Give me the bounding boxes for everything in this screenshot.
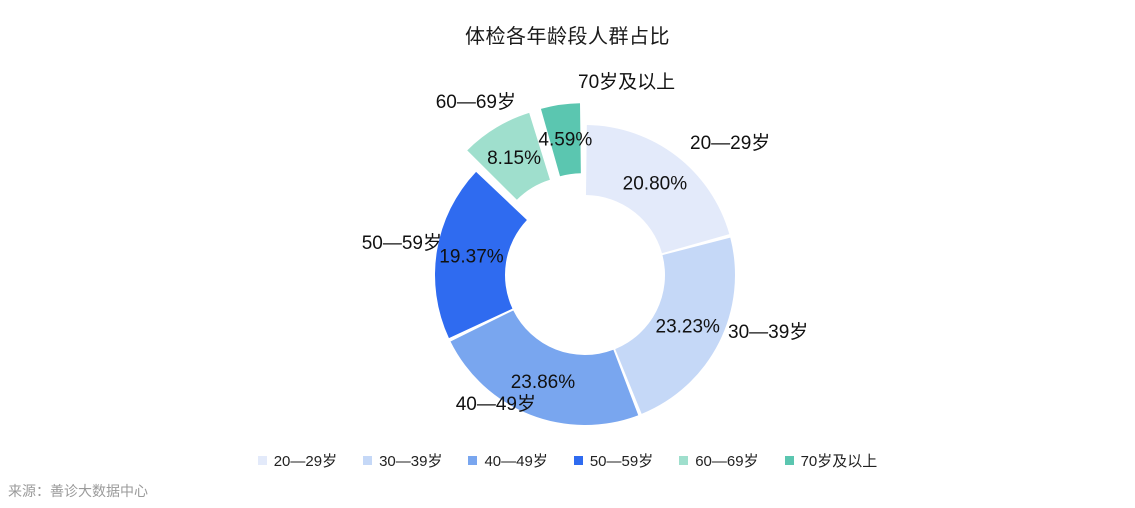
legend-swatch-icon <box>257 456 267 465</box>
slice-category-label: 70岁及以上 <box>578 71 675 93</box>
legend-item-label: 30—39岁 <box>379 453 443 470</box>
slice-category-label: 60—69岁 <box>436 91 516 113</box>
legend-swatch-icon <box>679 456 689 465</box>
slice-category-label: 30—39岁 <box>728 321 808 343</box>
legend-item-label: 40—49岁 <box>484 453 548 470</box>
donut-slice[interactable] <box>615 237 735 414</box>
donut-slice[interactable] <box>585 125 730 254</box>
slice-category-label: 20—29岁 <box>690 132 770 154</box>
donut-slice[interactable] <box>435 171 527 339</box>
legend-item[interactable]: 70岁及以上 <box>784 450 878 471</box>
slice-value-label: 23.23% <box>656 317 721 338</box>
page-title: 体检各年龄段人群占比 <box>465 26 670 48</box>
legend-item[interactable]: 30—39岁 <box>363 450 442 471</box>
slice-category-label: 50—59岁 <box>362 232 442 254</box>
legend-item[interactable]: 50—59岁 <box>573 450 654 471</box>
slice-value-label: 4.59% <box>538 129 592 150</box>
legend-item-label: 20—29岁 <box>273 453 338 470</box>
legend-item-label: 70岁及以上 <box>800 453 878 470</box>
legend-item[interactable]: 60—69岁 <box>679 450 759 471</box>
slice-value-label: 19.37% <box>439 246 504 267</box>
source-note: 来源：善诊大数据中心 <box>8 483 148 499</box>
slice-value-label: 23.86% <box>511 372 576 393</box>
slice-value-label: 8.15% <box>487 148 541 169</box>
donut-slices <box>435 103 735 425</box>
slice-category-label: 40—49岁 <box>456 393 536 415</box>
donut-category-labels: 20—29岁 30—39岁 40—49岁 50—59岁 60—69岁 70岁及以上 <box>362 71 809 415</box>
donut-value-labels: 20.80% 23.23% 23.86% 19.37% 8.15%4.59% <box>439 129 720 393</box>
legend-item-label: 50—59岁 <box>589 453 654 470</box>
legend-swatch-icon <box>784 456 794 465</box>
legend-swatch-icon <box>468 456 478 465</box>
donut-slice[interactable] <box>467 112 550 200</box>
slice-value-label: 20.80% <box>623 174 688 195</box>
legend-item[interactable]: 20—29岁 <box>257 450 338 471</box>
chart-legend: 20—29岁 30—39岁 40—49岁 50—59岁 60—69岁 70岁及以上 <box>0 450 1135 471</box>
legend-swatch-icon <box>573 456 583 465</box>
legend-item[interactable]: 40—49岁 <box>468 450 548 471</box>
legend-item-label: 60—69岁 <box>695 453 759 470</box>
donut-slice[interactable] <box>540 103 581 177</box>
donut-slice[interactable] <box>450 310 639 425</box>
legend-swatch-icon <box>363 456 373 465</box>
